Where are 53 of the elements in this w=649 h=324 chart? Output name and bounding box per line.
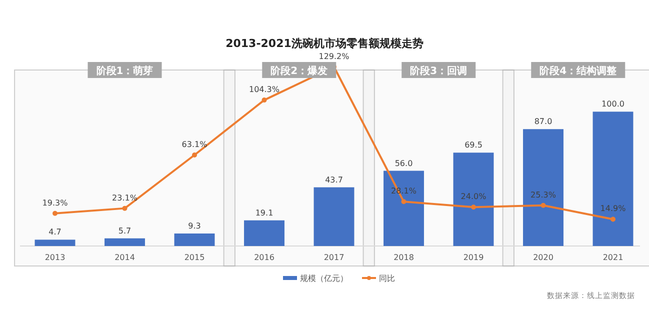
data-label: 87.0 <box>534 117 552 126</box>
data-label: 19.3% <box>42 198 68 208</box>
bar <box>244 220 284 246</box>
chart-title: 2013-2021洗碗机市场零售额规模走势 <box>226 37 424 50</box>
bar <box>592 112 634 246</box>
band-label: 阶段2：爆发 <box>262 62 336 78</box>
x-tick-label: 2016 <box>254 253 274 262</box>
data-label: 63.1% <box>182 140 208 149</box>
x-tick-label: 2021 <box>602 253 624 262</box>
band-label: 阶段4：结构调整 <box>531 62 626 78</box>
band-label: 阶段2：爆发 <box>270 65 328 77</box>
data-label: 43.7 <box>325 175 343 184</box>
band-label: 阶段1：萌芽 <box>96 65 154 77</box>
legend-label: 规模（亿元） <box>300 274 348 283</box>
x-tick-label: 2020 <box>533 253 554 262</box>
bar <box>174 234 215 246</box>
bar <box>453 152 494 246</box>
data-label: 25.3% <box>530 190 556 200</box>
bar <box>314 187 354 246</box>
x-tick-label: 2019 <box>463 253 484 262</box>
band-label: 阶段3：回调 <box>410 65 468 77</box>
data-label: 5.7 <box>118 226 132 236</box>
point <box>52 210 58 216</box>
data-label: 14.9% <box>600 204 626 214</box>
band-label: 阶段3：回调 <box>402 62 476 78</box>
data-label: 23.1% <box>112 193 138 202</box>
x-tick-label: 2013 <box>44 253 66 262</box>
point <box>471 204 476 210</box>
x-tick-label: 2014 <box>114 253 135 262</box>
data-label: 129.2% <box>318 52 350 61</box>
legend-label: 同比 <box>379 274 395 283</box>
bar <box>104 238 145 246</box>
point <box>610 216 616 222</box>
data-label: 104.3% <box>248 85 280 94</box>
x-tick-label: 2018 <box>394 253 414 262</box>
data-label: 24.0% <box>460 192 487 202</box>
band-label: 阶段1：萌芽 <box>88 62 162 78</box>
data-label: 69.5 <box>464 140 482 150</box>
x-tick-label: 2017 <box>324 253 344 262</box>
data-label: 56.0 <box>394 158 413 168</box>
data-label: 4.7 <box>48 228 62 237</box>
bar <box>34 240 76 246</box>
bar <box>384 170 424 246</box>
point <box>122 206 128 211</box>
bar <box>523 129 564 246</box>
point <box>192 152 197 158</box>
point <box>401 199 406 204</box>
data-label: 19.1 <box>255 208 274 218</box>
point <box>540 202 546 208</box>
data-label: 9.3 <box>188 222 201 231</box>
data-label: 100.0 <box>602 100 624 109</box>
band-label: 阶段4：结构调整 <box>540 65 618 77</box>
x-tick-label: 2015 <box>184 253 205 262</box>
